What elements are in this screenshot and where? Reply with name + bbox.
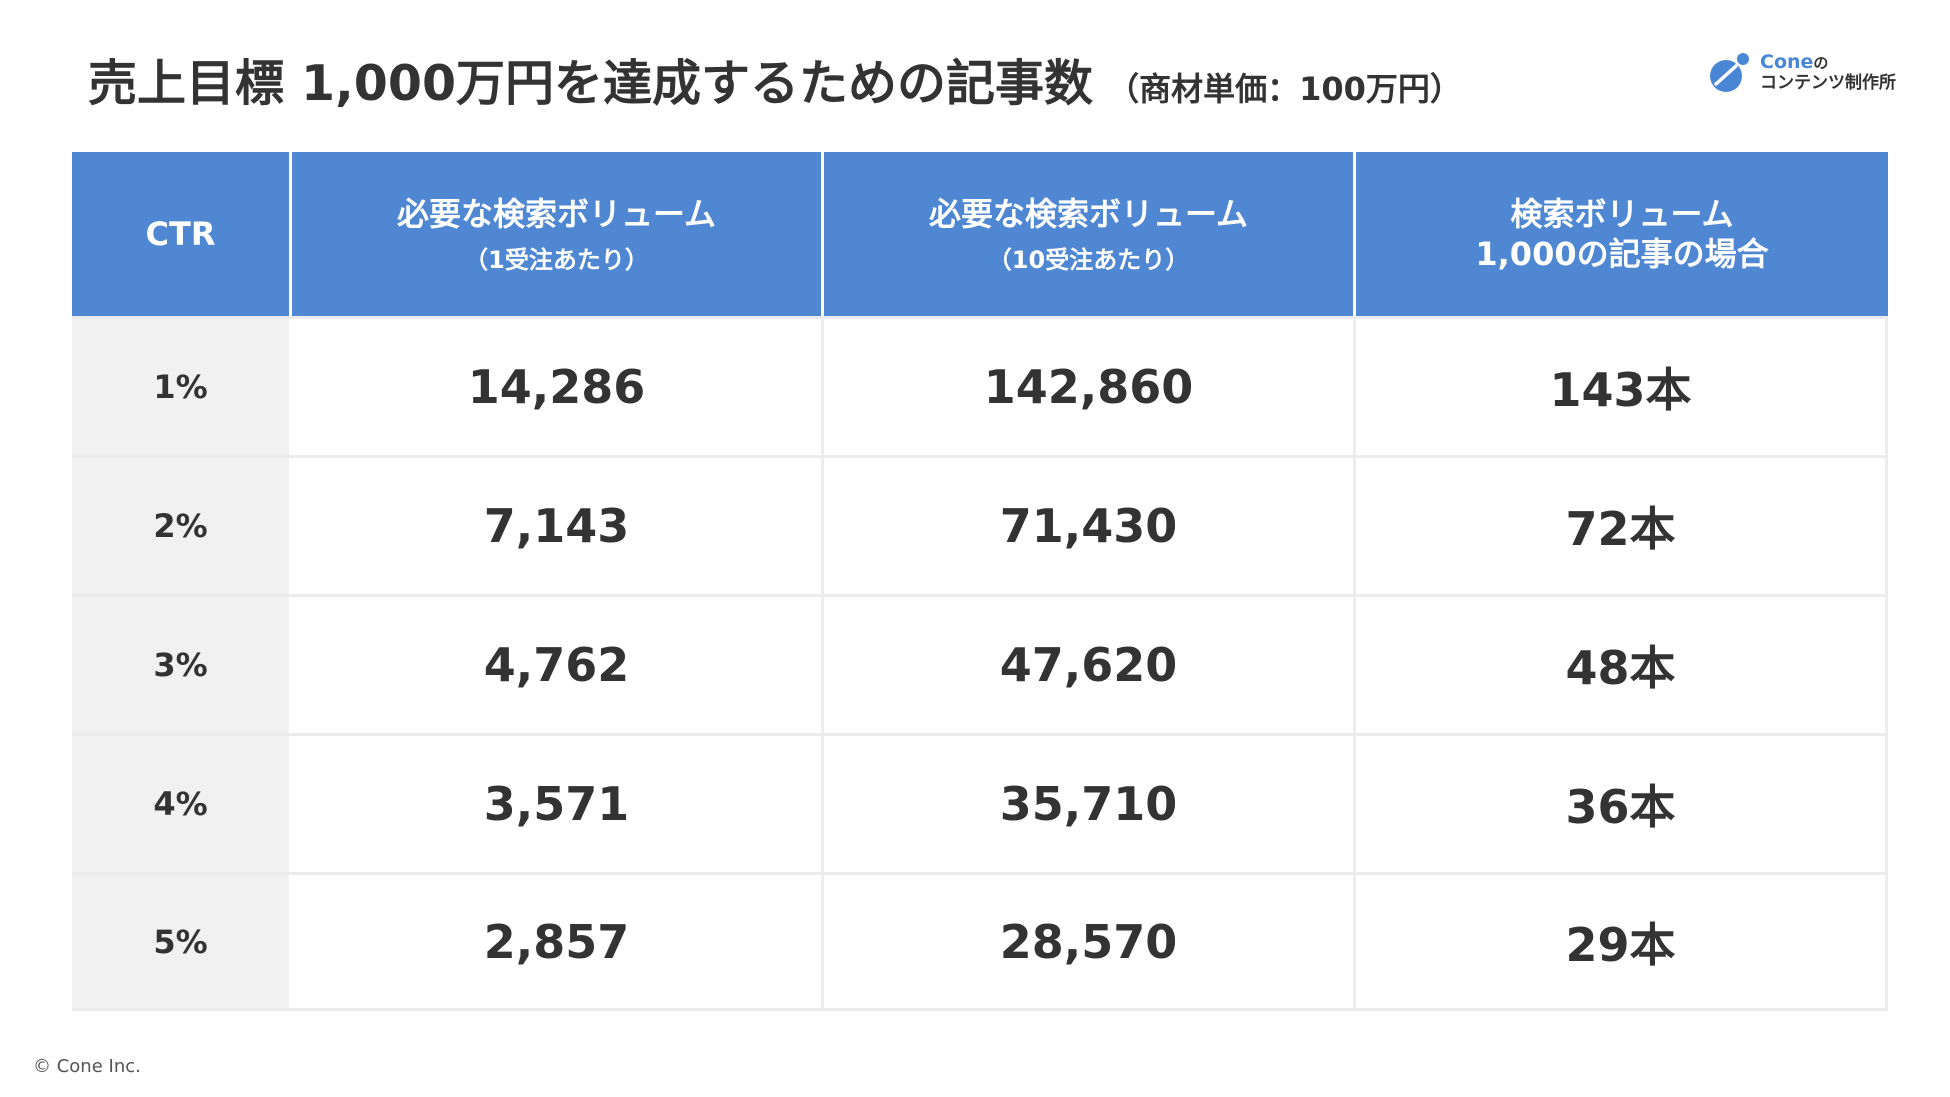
- logo-name: Cone: [1760, 51, 1814, 74]
- page-title-row: 売上目標 1,000万円を達成するための記事数 （商材単価：100万円）: [88, 44, 1462, 115]
- volume-per-order-cell: 3,571: [292, 736, 824, 872]
- header-volume-per-order-label: 必要な検索ボリューム: [396, 194, 717, 233]
- table-row: 2% 7,143 71,430 72本: [72, 455, 1888, 594]
- header-volume-per-order-sub: （1受注あたり）: [464, 245, 649, 274]
- cone-logo: Coneの コンテンツ制作所: [1708, 51, 1896, 94]
- header-volume-per-10-orders-sub: （10受注あたり）: [987, 245, 1190, 274]
- volume-per-10-orders-cell: 142,860: [824, 319, 1356, 455]
- header-volume-per-10-orders: 必要な検索ボリューム （10受注あたり）: [824, 152, 1356, 316]
- volume-per-order-cell: 14,286: [292, 319, 824, 455]
- header-article-count: 検索ボリューム 1,000の記事の場合: [1356, 152, 1888, 316]
- table-header-row: CTR 必要な検索ボリューム （1受注あたり） 必要な検索ボリューム （10受注…: [72, 152, 1888, 316]
- volume-per-order-cell: 4,762: [292, 597, 824, 733]
- volume-per-10-orders-cell: 35,710: [824, 736, 1356, 872]
- logo-name-line: Coneの: [1760, 51, 1896, 74]
- article-count-cell: 143本: [1356, 319, 1888, 455]
- table-row: 1% 14,286 142,860 143本: [72, 316, 1888, 455]
- table-row: 4% 3,571 35,710 36本: [72, 733, 1888, 872]
- header-article-count-label: 検索ボリューム 1,000の記事の場合: [1475, 195, 1769, 273]
- logo-tagline: コンテンツ制作所: [1760, 73, 1896, 94]
- cone-logo-text: Coneの コンテンツ制作所: [1760, 51, 1896, 94]
- article-count-cell: 72本: [1356, 458, 1888, 594]
- volume-per-order-cell: 2,857: [292, 875, 824, 1008]
- table-row: 5% 2,857 28,570 29本: [72, 872, 1888, 1011]
- volume-per-10-orders-cell: 71,430: [824, 458, 1356, 594]
- article-count-cell: 29本: [1356, 875, 1888, 1008]
- article-count-cell: 36本: [1356, 736, 1888, 872]
- volume-per-10-orders-cell: 47,620: [824, 597, 1356, 733]
- table-row: 3% 4,762 47,620 48本: [72, 594, 1888, 733]
- header-volume-per-10-orders-label: 必要な検索ボリューム: [928, 194, 1249, 233]
- copyright-notice: © Cone Inc.: [33, 1056, 141, 1077]
- article-count-cell: 48本: [1356, 597, 1888, 733]
- header-volume-per-order: 必要な検索ボリューム （1受注あたり）: [292, 152, 824, 316]
- ctr-cell: 3%: [72, 597, 292, 733]
- header-ctr: CTR: [72, 152, 292, 316]
- ctr-cell: 4%: [72, 736, 292, 872]
- logo-particle: の: [1813, 54, 1829, 73]
- ctr-cell: 1%: [72, 319, 292, 455]
- ctr-cell: 5%: [72, 875, 292, 1008]
- header-ctr-label: CTR: [145, 215, 216, 253]
- articles-table: CTR 必要な検索ボリューム （1受注あたり） 必要な検索ボリューム （10受注…: [72, 152, 1888, 1011]
- ctr-cell: 2%: [72, 458, 292, 594]
- volume-per-10-orders-cell: 28,570: [824, 875, 1356, 1008]
- page-title: 売上目標 1,000万円を達成するための記事数: [88, 55, 1094, 112]
- volume-per-order-cell: 7,143: [292, 458, 824, 594]
- page-subtitle: （商材単価：100万円）: [1107, 70, 1462, 108]
- cone-logo-icon: [1708, 52, 1750, 94]
